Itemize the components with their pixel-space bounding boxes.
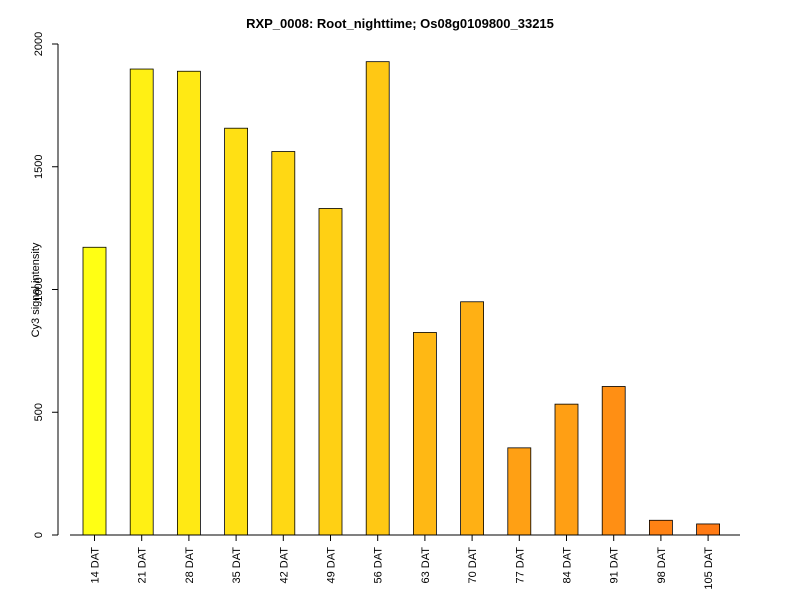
x-tick-label: 28 DAT [184,547,196,584]
x-tick-label: 98 DAT [656,547,668,584]
bar [365,61,390,536]
x-tick-label: 14 DAT [90,547,102,584]
y-axis: 0 500 1000 1500 2000 [33,32,59,538]
bar [176,70,201,536]
x-tick-label: 91 DAT [609,547,621,584]
bar [601,386,626,536]
bar [649,519,673,536]
bar [318,208,343,536]
x-tick-label: 70 DAT [467,547,479,584]
bar [82,246,107,536]
x-tick-label: 42 DAT [278,547,290,584]
bars-group [82,61,720,536]
bar [460,301,485,536]
y-axis-label: Cy3 signal intensity [30,242,42,337]
y-tick-label: 2000 [33,32,45,56]
y-tick-label: 1000 [33,277,45,301]
bar [224,127,249,536]
x-tick-label: 105 DAT [703,547,715,590]
bar [696,523,720,536]
x-tick-label: 56 DAT [373,547,385,584]
x-tick-label: 77 DAT [514,547,526,584]
bar [271,151,296,536]
bar [507,447,532,536]
x-tick-label: 49 DAT [326,547,338,584]
x-tick-label: 35 DAT [231,547,243,584]
bar [412,332,437,536]
x-tick-label: 84 DAT [562,547,574,584]
chart-title: RXP_0008: Root_nighttime; Os08g0109800_3… [246,16,554,31]
y-tick-label: 1500 [33,155,45,179]
y-tick-label: 500 [33,403,45,421]
bar [129,68,154,536]
x-tick-label: 21 DAT [137,547,149,584]
x-tick-label: 63 DAT [420,547,432,584]
bar [554,403,579,536]
x-axis: 14 DAT 21 DAT 28 DAT 35 DAT 42 DAT 49 DAT 56 D… [70,534,740,590]
y-tick-label: 0 [33,532,45,538]
